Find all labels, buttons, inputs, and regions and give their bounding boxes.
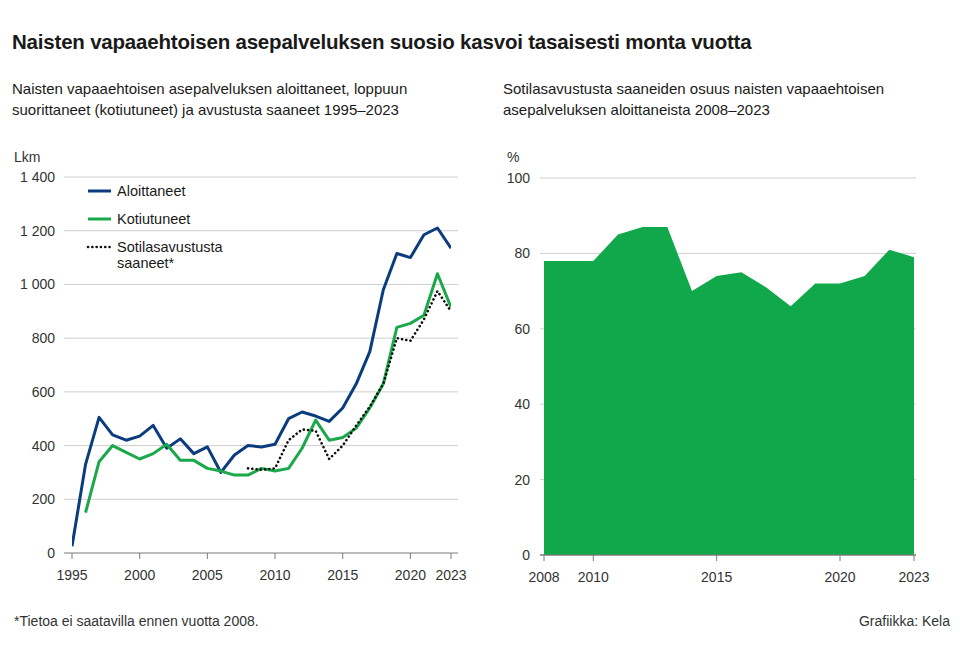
x-tick-label: 2023: [898, 569, 929, 585]
x-tick-label: 2015: [327, 567, 358, 583]
x-tick-label: 2010: [578, 569, 609, 585]
grid-line: [64, 284, 458, 285]
x-tick-label: 2015: [701, 569, 732, 585]
x-tick: [207, 553, 208, 559]
legend-swatch: [88, 190, 111, 193]
legend-label-line: Sotilasavustusta: [117, 239, 224, 255]
y-tick-label: 80: [514, 245, 530, 261]
y-tick-label: 1 400: [20, 169, 55, 185]
y-tick-label: 1 200: [20, 223, 55, 239]
x-tick: [410, 553, 411, 559]
x-tick: [914, 555, 915, 561]
legend-label-line: saaneet*: [117, 255, 175, 271]
footnote: *Tietoa ei saatavilla ennen vuotta 2008.: [14, 613, 259, 629]
x-tick-label: 2020: [395, 567, 426, 583]
y-tick-label: 600: [32, 384, 56, 400]
legend-label-line: Aloittaneet: [117, 183, 186, 199]
series-line: [86, 274, 451, 513]
legend: Aloittaneet Kotiutuneet Sotilasavustustasa…: [88, 183, 224, 271]
subtitle: Sotilasavustusta saaneiden osuus naisten…: [503, 78, 943, 120]
y-tick-label: 40: [514, 396, 530, 412]
y-tick-label: 1 000: [20, 276, 55, 292]
x-tick: [342, 553, 343, 559]
grid-line: [540, 555, 916, 556]
y-axis-label: %: [507, 149, 519, 165]
x-tick: [451, 553, 452, 559]
grid-line: [64, 499, 458, 500]
series-line: [248, 291, 451, 470]
grid-line: [64, 553, 458, 554]
x-tick-label: 1995: [56, 567, 87, 583]
plot-area: [72, 228, 451, 546]
grid-line: [64, 177, 458, 178]
grid-line: [540, 178, 916, 179]
subtitle: Naisten vapaaehtoisen asepalveluksen alo…: [12, 78, 482, 120]
x-tick-label: 2000: [124, 567, 155, 583]
grid-line: [64, 230, 458, 231]
x-tick-label: 2005: [192, 567, 223, 583]
grid-line: [540, 253, 916, 254]
x-tick-label: 2023: [435, 567, 466, 583]
x-tick: [139, 553, 140, 559]
chart-canvas: *Tietoa ei saatavilla ennen vuotta 2008.…: [0, 0, 960, 662]
y-tick-label: 60: [514, 321, 530, 337]
y-tick-label: 0: [522, 547, 530, 563]
x-tick: [544, 555, 545, 561]
y-tick-label: 400: [32, 438, 56, 454]
x-tick: [593, 555, 594, 561]
area: [544, 227, 914, 555]
legend-label: Aloittaneet: [117, 183, 186, 199]
series-line: [72, 228, 451, 546]
x-tick-label: 2020: [824, 569, 855, 585]
x-tick: [840, 555, 841, 561]
legend-swatch: [88, 246, 111, 249]
legend-label-line: Kotiutuneet: [117, 211, 190, 227]
y-tick-label: 100: [507, 170, 531, 186]
y-tick-label: 200: [32, 491, 56, 507]
legend-label: Kotiutuneet: [117, 211, 190, 227]
x-tick-label: 2008: [528, 569, 559, 585]
x-tick: [275, 553, 276, 559]
baseline: [540, 555, 916, 556]
y-tick-label: 800: [32, 330, 56, 346]
x-tick: [72, 553, 73, 559]
chart-0: Lkm 0 200 400 600 800 1 000 1 200 1 400 1995 2000 2…: [14, 149, 467, 583]
page: {"title": "Naisten vapaaehtoisen asepalv…: [0, 0, 960, 662]
credit: Grafiikka: Kela: [859, 613, 950, 629]
x-tick-label: 2010: [259, 567, 290, 583]
legend-label: Sotilasavustustasaaneet*: [117, 239, 224, 271]
plot-area: [544, 227, 914, 555]
chart-title: Naisten vapaaehtoisen asepalveluksen suo…: [12, 30, 751, 54]
legend-swatch: [88, 218, 111, 221]
y-tick-label: 20: [514, 472, 530, 488]
y-tick-label: 0: [47, 545, 55, 561]
y-axis-label: Lkm: [14, 149, 40, 165]
chart-1: % 0 20 40 60 80 100 2008 2010 2015 2020 2023: [507, 149, 930, 585]
grid-line: [64, 391, 458, 392]
x-tick: [716, 555, 717, 561]
